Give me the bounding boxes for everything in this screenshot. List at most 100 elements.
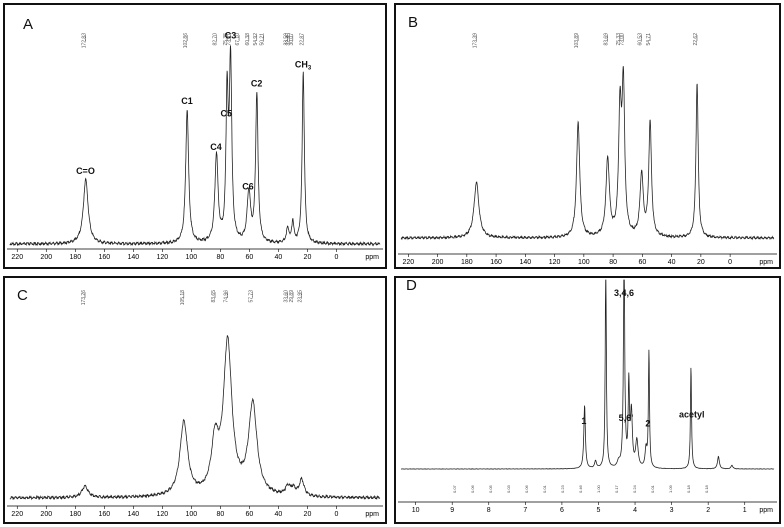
peak-annotation: 1 <box>581 416 586 426</box>
x-tick-label: 3 <box>670 507 674 514</box>
peak-annotation: C4 <box>210 142 222 152</box>
x-tick-label: 0 <box>728 259 732 266</box>
x-tick-label: 160 <box>490 259 502 266</box>
x-tick-label: 200 <box>432 259 444 266</box>
peak-value-label: 23.95 <box>298 290 304 303</box>
x-tick-label: 140 <box>127 511 139 518</box>
peak-value-label: 60.53 <box>638 33 644 46</box>
peak-value-label: 172.83 <box>82 33 88 49</box>
x-axis-unit: ppm <box>759 259 773 266</box>
peak-value-label: 50.21 <box>260 33 266 46</box>
peak-annotation: C6 <box>242 181 254 191</box>
x-tick-label: 7 <box>523 507 527 514</box>
peak-value-label: 73.00 <box>619 33 625 46</box>
integration-value: 0.01 <box>542 484 547 493</box>
x-tick-label: 0 <box>335 254 339 261</box>
panel-label: A <box>23 16 33 33</box>
integration-value: 1.00 <box>596 484 601 493</box>
peak-annotation: C=O <box>76 166 95 176</box>
x-tick-label: 180 <box>69 511 81 518</box>
peak-value-label: 30.07 <box>289 33 295 46</box>
spectrum-trace <box>9 335 381 501</box>
x-tick-label: 1 <box>743 507 747 514</box>
peak-value-label: 22.62 <box>693 33 699 46</box>
x-tick-label: 20 <box>304 254 312 261</box>
x-tick-label: 100 <box>186 511 198 518</box>
peak-value-label: 29.89 <box>289 290 295 303</box>
integration-value: 0.17 <box>614 484 619 493</box>
peak-value-label: 74.96 <box>224 290 230 303</box>
x-axis-unit: ppm <box>365 511 379 518</box>
integration-value: 0.05 <box>488 484 493 493</box>
x-tick-label: 120 <box>157 254 169 261</box>
peak-value-label: 83.65 <box>211 290 217 303</box>
x-tick-label: 120 <box>549 259 561 266</box>
peak-annotation: 5,6' <box>619 413 634 423</box>
spectrum-d: D 1 3,4,6 5,6' 2 acetyl 0.07 0.06 0.05 0.03 0.06 0.… <box>398 278 777 514</box>
x-tick-label: 100 <box>578 259 590 266</box>
peak-value-label: 75.33 <box>616 33 622 46</box>
integration-value: 0.03 <box>506 484 511 493</box>
spectrum-trace <box>400 66 775 241</box>
peak-value-label: 67.10 <box>235 33 241 46</box>
peak-annotation: C3 <box>225 30 237 40</box>
peak-value-label: 103.89 <box>574 33 580 49</box>
x-tick-label: 40 <box>275 511 283 518</box>
x-tick-label: 60 <box>638 259 646 266</box>
x-tick-label: 60 <box>246 254 254 261</box>
x-tick-label: 200 <box>40 254 52 261</box>
peak-annotation: acetyl <box>679 409 705 419</box>
x-tick-label: 140 <box>519 259 531 266</box>
x-tick-label: 20 <box>304 511 312 518</box>
peak-value-label: 33.60 <box>284 290 290 303</box>
peak-value-label: 57.73 <box>249 290 255 303</box>
peak-value-label: 33.59 <box>284 33 290 46</box>
x-tick-label: 6 <box>560 507 564 514</box>
x-tick-label: 20 <box>697 259 705 266</box>
x-axis-unit: ppm <box>759 507 773 514</box>
x-tick-label: 0 <box>335 511 339 518</box>
peak-value-label: 75.35 <box>223 33 229 46</box>
peak-annotation: CH3 <box>295 59 312 71</box>
nmr-panel-b: B 173.39 103.89 83.69 75.33 73.00 60.53 54.71 22… <box>394 3 781 269</box>
integration-value: 0.07 <box>452 484 457 493</box>
peak-value-label: 32.45 <box>285 33 291 46</box>
peak-value-label: 102.86 <box>183 33 189 49</box>
peak-value-label: 173.39 <box>472 33 478 49</box>
peak-annotation: C2 <box>251 78 263 88</box>
x-tick-label: 160 <box>98 511 110 518</box>
spectrum-trace <box>9 45 381 247</box>
x-tick-label: 60 <box>246 511 254 518</box>
panel-label: B <box>408 14 418 31</box>
peak-annotation: C5 <box>220 109 232 119</box>
nmr-panel-c: C 173.26 105.18 83.65 74.96 57.73 33.60 29.89 23… <box>3 276 387 524</box>
x-tick-label: 100 <box>186 254 198 261</box>
panel-label: D <box>406 278 417 294</box>
peak-value-label: 54.92 <box>253 33 259 46</box>
integration-value: 0.18 <box>704 484 709 493</box>
x-tick-label: 200 <box>40 511 52 518</box>
peak-value-label: 173.26 <box>81 290 87 306</box>
x-tick-label: 220 <box>11 511 23 518</box>
x-tick-label: 2 <box>706 507 710 514</box>
x-tick-label: 80 <box>216 511 224 518</box>
x-tick-label: 40 <box>275 254 283 261</box>
peak-annotation: 2 <box>645 418 650 428</box>
x-tick-label: 4 <box>633 507 637 514</box>
peak-annotation: 3,4,6 <box>614 288 634 298</box>
x-axis-unit: ppm <box>365 254 379 261</box>
x-tick-label: 10 <box>412 507 420 514</box>
spectrum-c: C 173.26 105.18 83.65 74.96 57.73 33.60 29.89 23… <box>7 287 383 518</box>
nmr-panel-d: D 1 3,4,6 5,6' 2 acetyl 0.07 0.06 0.05 0.03 0.06 0.… <box>394 276 781 524</box>
integration-value: 0.46 <box>578 484 583 493</box>
peak-value-label: 83.69 <box>604 33 610 46</box>
integration-value: 0.06 <box>470 484 475 493</box>
x-tick-label: 40 <box>668 259 676 266</box>
integration-value: 0.23 <box>560 484 565 493</box>
x-tick-label: 180 <box>69 254 81 261</box>
peak-value-label: 54.71 <box>646 33 652 46</box>
x-tick-label: 5 <box>597 507 601 514</box>
x-tick-label: 80 <box>609 259 617 266</box>
